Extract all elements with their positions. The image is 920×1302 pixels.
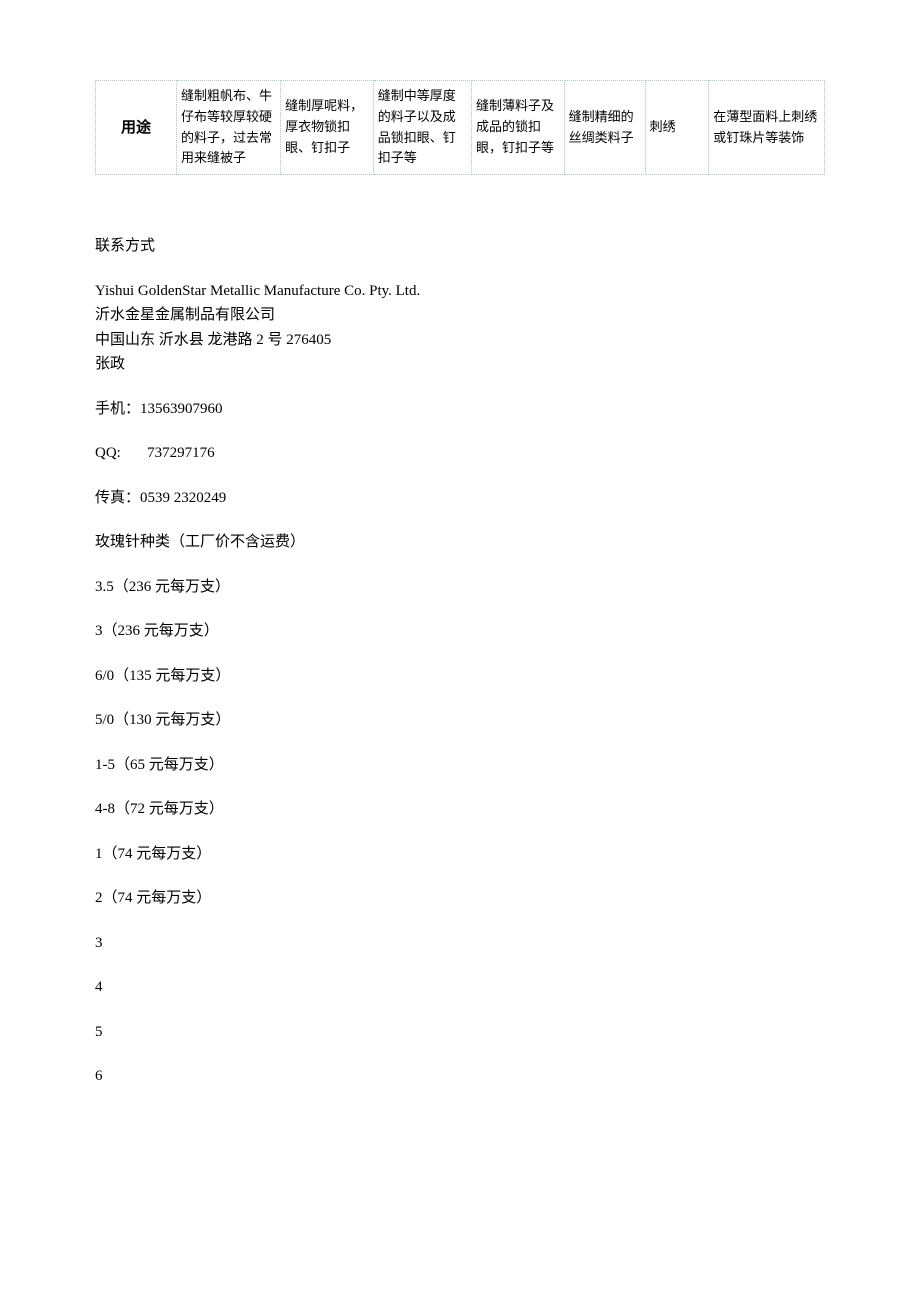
price-item: 2（74 元每万支） [95,887,825,910]
number-item: 3 [95,932,825,955]
table-header-cell: 用途 [96,81,177,175]
usage-table: 用途 缝制粗帆布、牛仔布等较厚较硬的料子，过去常用来缝被子 缝制厚呢料，厚衣物锁… [95,80,825,175]
company-name-zh: 沂水金星金属制品有限公司 [95,304,825,327]
table-row: 用途 缝制粗帆布、牛仔布等较厚较硬的料子，过去常用来缝被子 缝制厚呢料，厚衣物锁… [96,81,825,175]
company-address: 中国山东 沂水县 龙港路 2 号 276405 [95,329,825,352]
qq-line: QQ: 737297176 [95,442,825,465]
fax-value: 0539 2320249 [140,490,226,506]
qq-value: 737297176 [147,445,215,461]
mobile-value: 13563907960 [140,401,223,417]
table-cell: 缝制粗帆布、牛仔布等较厚较硬的料子，过去常用来缝被子 [177,81,281,175]
prices-title: 玫瑰针种类（工厂价不含运费） [95,531,825,554]
table-cell: 缝制薄料子及成品的锁扣眼，钉扣子等 [472,81,565,175]
mobile-label: 手机： [95,401,140,417]
table-cell: 缝制中等厚度的料子以及成品锁扣眼、钉扣子等 [373,81,471,175]
price-item: 4-8（72 元每万支） [95,798,825,821]
contact-person: 张政 [95,353,825,376]
price-item: 6/0（135 元每万支） [95,665,825,688]
table-cell: 刺绣 [645,81,709,175]
fax-line: 传真：0539 2320249 [95,487,825,510]
mobile-line: 手机：13563907960 [95,398,825,421]
usage-table-wrapper: 用途 缝制粗帆布、牛仔布等较厚较硬的料子，过去常用来缝被子 缝制厚呢料，厚衣物锁… [95,80,825,175]
content-area: 联系方式 Yishui GoldenStar Metallic Manufact… [95,235,825,1088]
company-info-block: Yishui GoldenStar Metallic Manufacture C… [95,280,825,376]
price-item: 5/0（130 元每万支） [95,709,825,732]
number-item: 4 [95,976,825,999]
table-cell: 在薄型面料上刺绣或钉珠片等装饰 [709,81,825,175]
contact-title: 联系方式 [95,235,825,258]
table-cell: 缝制精细的丝绸类料子 [564,81,645,175]
number-item: 5 [95,1021,825,1044]
fax-label: 传真： [95,490,140,506]
price-item: 3.5（236 元每万支） [95,576,825,599]
qq-label: QQ: [95,445,121,461]
number-item: 6 [95,1065,825,1088]
price-item: 1（74 元每万支） [95,843,825,866]
table-cell: 缝制厚呢料，厚衣物锁扣眼、钉扣子 [281,81,374,175]
company-name-en: Yishui GoldenStar Metallic Manufacture C… [95,280,825,303]
price-item: 3（236 元每万支） [95,620,825,643]
price-item: 1-5（65 元每万支） [95,754,825,777]
